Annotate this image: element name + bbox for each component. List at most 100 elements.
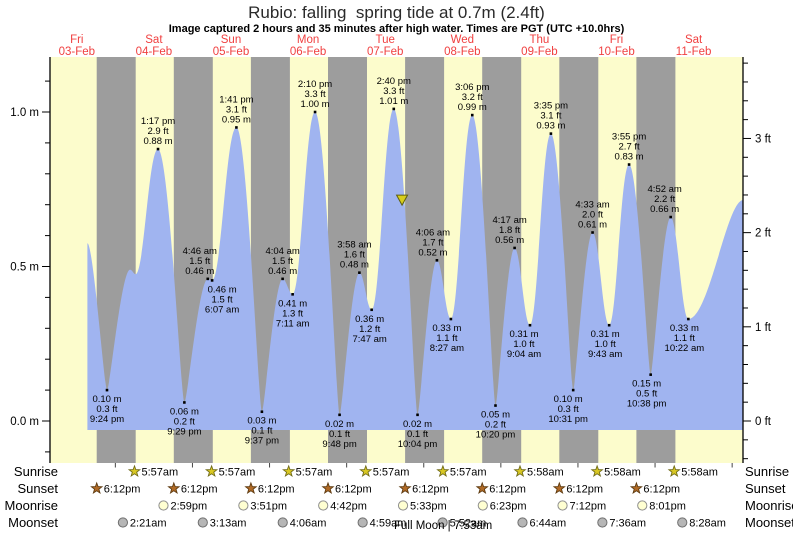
page-subtitle: Image captured 2 hours and 35 minutes af… <box>168 23 625 35</box>
moonset-time: 5:52am <box>450 518 487 530</box>
day-date-label: 08-Feb <box>444 46 480 58</box>
tide-label-line: 9:48 pm <box>322 439 356 450</box>
sunset-time: 6:12pm <box>643 484 680 496</box>
sunrise-icon <box>436 464 450 478</box>
tide-extreme-dot <box>649 373 652 376</box>
tide-label-line: 0.33 m <box>432 323 461 334</box>
tide-label-line: 4:52 am <box>648 184 682 195</box>
moonrise-icon <box>318 500 329 511</box>
sunrise-icon <box>282 464 296 478</box>
day-name-label: Sat <box>145 34 163 46</box>
tide-label-line: 0.05 m <box>481 410 510 421</box>
tide-label-line: 10:22 am <box>665 343 705 354</box>
tide-extreme-dot <box>338 413 341 417</box>
tide-label-line: 3.3 ft <box>383 86 404 97</box>
tide-label-line: 3.2 ft <box>462 92 483 103</box>
tide-label-line: 4:46 am <box>183 246 217 257</box>
tide-label-line: 0.52 m <box>418 247 447 258</box>
sunset-time: 6:12pm <box>412 484 449 496</box>
tide-label-line: 1.5 ft <box>189 256 210 267</box>
tide-extreme-dot <box>528 323 532 327</box>
tide-label-line: 4:06 am <box>416 227 450 238</box>
tide-label-line: 0.99 m <box>458 102 487 113</box>
moonrise-icon <box>477 500 488 511</box>
tide-extreme-dot <box>513 246 516 250</box>
tide-label-line: 0.5 ft <box>636 389 657 400</box>
day-name-label: Fri <box>610 34 623 46</box>
tide-label-line: 0.66 m <box>650 204 679 215</box>
sunset-icon <box>321 481 335 495</box>
moonset-icon <box>277 517 288 528</box>
moonset-time: 3:13am <box>210 518 247 530</box>
tide-label-line: 3:55 pm <box>612 132 646 143</box>
tide-label-line: 4:17 am <box>492 215 526 226</box>
sunrise-time: 5:57am <box>219 467 256 479</box>
day-name-label: Tue <box>376 34 395 46</box>
tide-label-line: 10:31 pm <box>548 414 588 425</box>
tide-label-line: 3.1 ft <box>226 104 247 115</box>
moonset-icon <box>517 517 528 528</box>
tide-label-line: 1.8 ft <box>499 225 520 236</box>
moonset-time: 8:28am <box>689 518 726 530</box>
tide-label-line: 8:27 am <box>430 343 464 354</box>
sunset-icon <box>552 481 566 495</box>
tide-label-line: 0.1 ft <box>407 429 428 440</box>
moonrise-icon <box>158 500 169 511</box>
sunrise-icon <box>513 464 527 478</box>
tide-extreme-dot <box>156 147 160 151</box>
tide-label-line: 0.41 m <box>278 298 307 309</box>
sunrise-icon <box>590 464 604 478</box>
tide-extreme-dot <box>687 317 690 321</box>
moonrise-time: 8:01pm <box>649 501 686 513</box>
tide-label-line: 1.5 ft <box>212 294 233 305</box>
sunrise-row-caption-right: Sunrise <box>745 464 790 479</box>
day-name-label: Thu <box>529 34 549 46</box>
sunrise-icon <box>359 464 373 478</box>
sunrise-time: 5:57am <box>296 467 333 479</box>
moonrise-icon <box>238 500 249 511</box>
moonset-row-caption-left: Moonset <box>8 515 58 530</box>
sunrise-icon <box>204 464 219 478</box>
tide-label-line: 2.2 ft <box>654 194 675 205</box>
sunset-icon <box>629 481 643 495</box>
tide-label-line: 0.03 m <box>247 416 276 427</box>
page-title: Rubio: falling spring tide at 0.7m (2.4f… <box>248 3 545 22</box>
sunrise-time: 5:57am <box>141 467 178 479</box>
tide-label-line: 0.88 m <box>143 136 172 147</box>
sunrise-time: 5:58am <box>527 467 564 479</box>
moonset-time: 4:59am <box>370 518 407 530</box>
sunrise-icon <box>127 464 142 478</box>
tide-label-line: 3:35 pm <box>534 101 568 112</box>
sunset-icon <box>90 481 104 495</box>
moonrise-time: 4:42pm <box>330 501 367 513</box>
tide-label-line: 0.95 m <box>222 114 251 125</box>
tide-extreme-dot <box>416 413 419 417</box>
moonset-row-caption-right: Moonset <box>745 515 793 530</box>
tide-extreme-dot <box>105 388 109 392</box>
tide-label-line: 1:41 pm <box>219 94 253 105</box>
right-axis-label: 0 ft <box>755 416 772 428</box>
tide-label-line: 0.46 m <box>185 266 214 277</box>
day-date-label: 05-Feb <box>213 46 249 58</box>
sunset-icon <box>475 481 489 495</box>
right-axis-label: 1 ft <box>755 322 772 334</box>
tide-extreme-dot <box>235 126 238 129</box>
tide-label-line: 0.46 m <box>268 266 297 277</box>
moonrise-row-caption-left: Moonrise <box>4 498 58 513</box>
tide-label-line: 2.0 ft <box>582 210 603 221</box>
left-axis-label: 1.0 m <box>10 107 39 119</box>
sunset-row-caption-right: Sunset <box>745 481 786 496</box>
tide-label-line: 1.6 ft <box>344 250 365 261</box>
tide-label-line: 2:40 pm <box>377 76 411 87</box>
tide-label-line: 6:07 am <box>205 304 239 315</box>
tide-label-line: 0.02 m <box>403 419 432 430</box>
tide-extreme-dot <box>591 231 594 234</box>
tide-label-line: 2.7 ft <box>619 142 640 153</box>
tide-label-line: 0.3 ft <box>558 404 579 415</box>
tide-label-line: 0.10 m <box>92 394 121 405</box>
tide-label-line: 9:29 pm <box>167 426 201 437</box>
tide-area <box>87 108 744 431</box>
sunset-time: 6:12pm <box>566 484 603 496</box>
tide-label-line: 0.46 m <box>208 284 237 295</box>
tide-label-line: 0.2 ft <box>174 416 195 427</box>
